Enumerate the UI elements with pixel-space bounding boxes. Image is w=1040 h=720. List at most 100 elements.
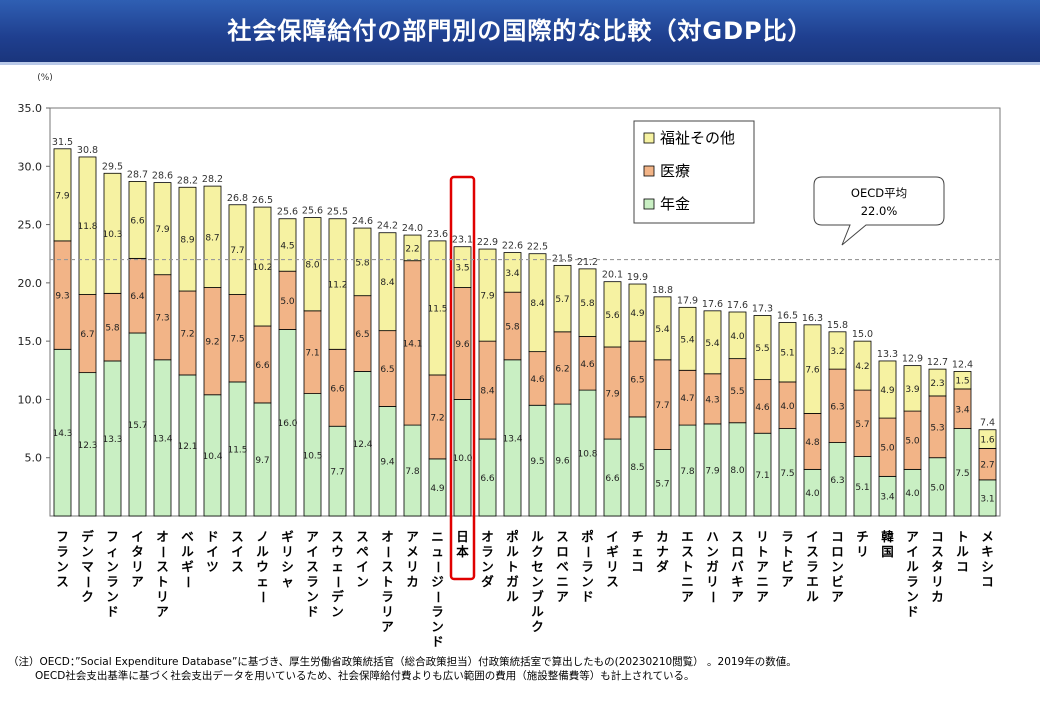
category-label-char: ダ <box>481 574 494 589</box>
category-label-char: ン <box>481 559 494 574</box>
bar-segment-welfare <box>578 268 597 337</box>
oecd-callout-value: 22.0% <box>861 204 898 218</box>
bar-segment-welfare <box>528 253 547 353</box>
bar-segment-welfare <box>978 429 997 449</box>
data-label-welfare: 7.9 <box>55 191 70 201</box>
category-label-char: 日 <box>456 529 469 544</box>
bar-segment-welfare <box>478 248 497 342</box>
category-label-char: ク <box>81 589 94 604</box>
category-label-char: ア <box>831 589 844 604</box>
category-label-char: ジ <box>431 574 444 589</box>
data-label-medical: 6.7 <box>80 330 94 340</box>
bar-segment-welfare <box>303 217 322 312</box>
category-label-char: イ <box>206 544 219 559</box>
total-label: 21.2 <box>577 257 598 268</box>
category-label-char: ー <box>181 576 196 589</box>
category-label-char: ベ <box>181 529 194 544</box>
data-label-medical: 4.0 <box>780 402 795 412</box>
category-label-char: メ <box>981 529 994 544</box>
bar-segment-welfare <box>878 360 897 419</box>
category-label-char: ー <box>581 546 596 559</box>
bar-segment-welfare <box>228 204 247 295</box>
category-label-char: ス <box>356 529 369 544</box>
y-tick-label: 20.0 <box>18 277 43 290</box>
legend-label-medical: 医療 <box>660 162 690 180</box>
data-label-welfare: 2.3 <box>930 379 944 389</box>
category-label-char: イ <box>356 559 369 574</box>
legend-label-welfare: 福祉その他 <box>660 129 735 147</box>
category-label-char: 国 <box>881 544 894 559</box>
category-label-char: ル <box>506 544 519 559</box>
data-label-welfare: 4.9 <box>880 386 895 396</box>
category-label-char: ラ <box>781 529 794 544</box>
data-label-pension: 3.1 <box>980 494 994 504</box>
data-label-pension: 15.7 <box>127 421 147 431</box>
category-label-char: イ <box>906 544 919 559</box>
data-label-pension: 14.3 <box>52 429 72 439</box>
data-label-medical: 4.6 <box>755 403 770 413</box>
category-label-char: ハ <box>706 529 719 544</box>
category-label-char: ェ <box>331 559 344 574</box>
data-label-pension: 7.5 <box>955 469 969 479</box>
title-bar <box>0 0 1040 65</box>
total-label: 19.9 <box>627 272 648 283</box>
bar-segment-welfare <box>328 218 347 350</box>
category-label-char: バ <box>731 559 744 574</box>
category-label-char: ラ <box>806 559 819 574</box>
data-label-medical: 4.3 <box>705 395 719 405</box>
data-label-medical: 6.5 <box>380 365 394 375</box>
data-label-welfare: 1.5 <box>955 377 969 387</box>
category-label-char: ド <box>431 634 444 649</box>
data-label-pension: 10.0 <box>452 454 472 464</box>
data-label-welfare: 6.6 <box>130 216 145 226</box>
y-tick-label: 30.0 <box>18 160 43 173</box>
total-label: 22.6 <box>502 241 523 252</box>
category-label-char: ド <box>581 589 594 604</box>
data-label-pension: 8.5 <box>630 463 644 473</box>
data-label-welfare: 2.2 <box>405 244 419 254</box>
bar-segment-welfare <box>128 181 147 259</box>
total-label: 25.5 <box>327 207 348 218</box>
category-label-char: ア <box>131 574 144 589</box>
data-label-pension: 3.4 <box>880 493 895 503</box>
data-label-pension: 10.4 <box>202 452 222 462</box>
bar-segment-welfare <box>753 315 772 381</box>
bar-segment-welfare <box>778 322 797 383</box>
category-label-char: ン <box>106 559 119 574</box>
data-label-medical: 3.4 <box>955 405 970 415</box>
data-label-pension: 6.6 <box>480 474 495 484</box>
category-label-char: リ <box>281 544 294 559</box>
category-label-char: ル <box>531 604 544 619</box>
category-label-char: コ <box>631 559 644 574</box>
category-label-char: カ <box>406 574 419 589</box>
bar-segment-welfare <box>803 324 822 414</box>
data-label-welfare: 11.2 <box>327 281 347 291</box>
category-label-char: ル <box>181 544 194 559</box>
total-label: 17.6 <box>727 300 748 311</box>
data-label-medical: 6.2 <box>555 364 569 374</box>
category-label-char: ル <box>506 589 519 604</box>
data-label-medical: 6.6 <box>330 384 345 394</box>
category-label-char: ニ <box>431 529 444 544</box>
category-label-char: リ <box>131 559 144 574</box>
data-label-pension: 12.3 <box>77 441 97 451</box>
category-label-char: ス <box>606 574 619 589</box>
category-label-char: ブ <box>531 589 544 604</box>
chart-title: 社会保障給付の部門別の国際的な比較（対GDP比） <box>227 17 813 45</box>
bar-segment-welfare <box>203 185 222 288</box>
bar-segment-welfare <box>828 331 847 370</box>
category-label-char: オ <box>381 529 394 544</box>
category-label-char: セ <box>531 559 544 574</box>
category-label-char: ラ <box>581 559 594 574</box>
category-label-char: リ <box>931 574 944 589</box>
data-label-pension: 5.1 <box>855 483 869 493</box>
category-label-char: リ <box>706 574 719 589</box>
data-label-pension: 6.6 <box>605 474 620 484</box>
data-label-pension: 11.5 <box>227 445 247 455</box>
category-label-char: ス <box>731 529 744 544</box>
japan-highlight-frame <box>449 175 476 581</box>
y-tick-label: 15.0 <box>18 335 43 348</box>
data-label-pension: 12.4 <box>352 440 372 450</box>
category-label-char: ロ <box>831 544 844 559</box>
total-label: 25.6 <box>277 207 298 218</box>
